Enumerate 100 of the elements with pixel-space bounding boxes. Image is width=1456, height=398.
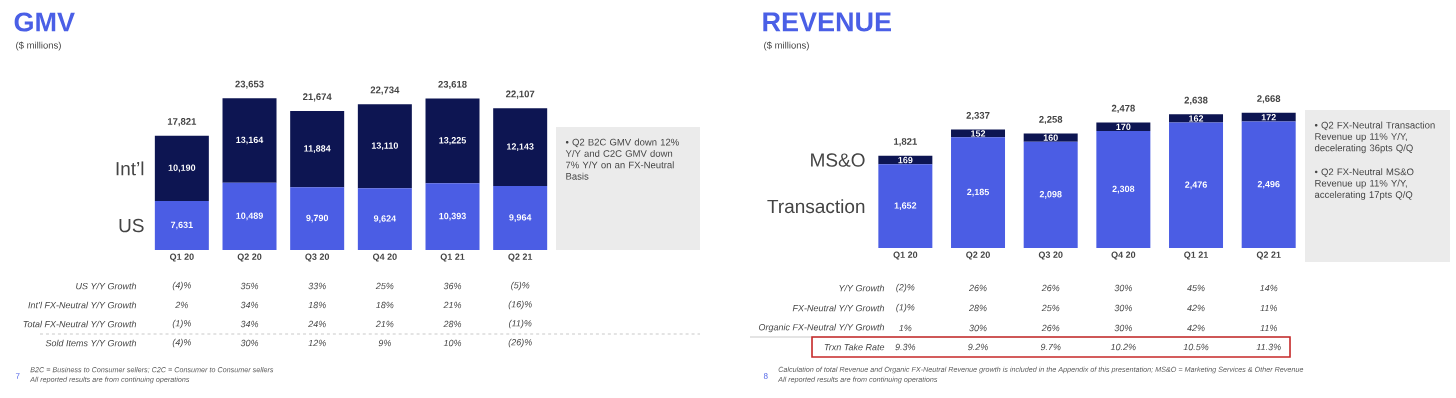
text: (11)% bbox=[508, 319, 532, 329]
text: (4)% bbox=[172, 281, 191, 291]
x-tick-label: Q1 21 bbox=[440, 253, 465, 262]
data-label: 11,884 bbox=[304, 145, 331, 153]
bar bbox=[493, 186, 548, 251]
text: 12% bbox=[308, 339, 326, 347]
text: 33% bbox=[308, 282, 326, 290]
bar bbox=[878, 164, 933, 249]
text: 24% bbox=[308, 320, 326, 328]
data-label: 2,185 bbox=[967, 188, 990, 197]
bar bbox=[154, 135, 209, 202]
data-label: 7,631 bbox=[170, 221, 193, 230]
x-tick-label: Q1 21 bbox=[1184, 251, 1209, 260]
text: 30% bbox=[1114, 284, 1132, 292]
text: 11.3% bbox=[1256, 343, 1281, 351]
text: • Q2 FX-Neutral Transaction Revenue up 11% Y/Y, decelerating 36pts Q/Q bbox=[1314, 121, 1435, 154]
bar bbox=[290, 111, 345, 188]
data-label: 160 bbox=[1043, 134, 1058, 141]
text: 14% bbox=[1259, 284, 1278, 292]
text: (1)% bbox=[172, 319, 191, 329]
text: (1)% bbox=[896, 303, 915, 313]
bar bbox=[1241, 121, 1296, 249]
bar bbox=[222, 98, 277, 183]
series-label: US bbox=[119, 218, 144, 233]
bar bbox=[1096, 122, 1151, 132]
data-label: 10,190 bbox=[168, 164, 196, 173]
data-label: 10,393 bbox=[439, 212, 466, 221]
chart-title: GMV bbox=[14, 12, 75, 32]
x-tick-label: Q2 20 bbox=[966, 251, 990, 260]
text: 10% bbox=[443, 339, 462, 347]
text: 7 bbox=[15, 373, 20, 379]
data-label: 9,790 bbox=[306, 214, 329, 223]
text: 9.3% bbox=[895, 343, 916, 351]
text: 18% bbox=[308, 301, 326, 309]
text: 34% bbox=[240, 320, 259, 328]
text: 11% bbox=[1260, 324, 1277, 332]
total-label: 2,258 bbox=[1039, 115, 1063, 125]
bar bbox=[1023, 141, 1078, 249]
data-label: 2,098 bbox=[1039, 191, 1062, 199]
text: 35% bbox=[240, 282, 259, 290]
text: 1% bbox=[899, 324, 912, 332]
text: 11% bbox=[1260, 304, 1277, 312]
text: 25% bbox=[1041, 304, 1060, 312]
text: 21% bbox=[443, 301, 462, 309]
text: 28% bbox=[968, 304, 987, 312]
text: (26)% bbox=[508, 338, 532, 348]
text: 42% bbox=[1187, 304, 1205, 312]
bar bbox=[1169, 114, 1224, 123]
text: 8 bbox=[763, 373, 768, 379]
text: Total FX-Neutral Y/Y Growth bbox=[23, 320, 137, 328]
text: • Q2 B2C GMV down 12% Y/Y and C2C GMV down 7% Y/Y on an FX-Neutral Basis bbox=[565, 138, 679, 180]
total-label: 23,618 bbox=[438, 80, 467, 90]
total-label: 2,668 bbox=[1257, 95, 1281, 104]
total-label: 1,821 bbox=[894, 138, 917, 147]
bar bbox=[290, 187, 345, 251]
text: 26% bbox=[1041, 284, 1060, 292]
x-tick-label: Q2 20 bbox=[237, 253, 262, 262]
text: 9% bbox=[378, 339, 391, 347]
text: • Q2 FX-Neutral MS&O Revenue up 11% Y/Y, accelerating 17pts Q/Q bbox=[1314, 168, 1414, 200]
text: 30% bbox=[1114, 304, 1132, 312]
y-axis-title: ($ millions) bbox=[764, 41, 809, 51]
text: Trxn Take Rate bbox=[824, 343, 885, 351]
text: 45% bbox=[1187, 284, 1205, 292]
text: Organic FX-Neutral Y/Y Growth bbox=[758, 323, 885, 333]
total-label: 17,821 bbox=[167, 118, 197, 127]
text: 9.2% bbox=[968, 343, 988, 351]
total-label: 2,638 bbox=[1184, 96, 1208, 105]
text: 10.2% bbox=[1110, 343, 1136, 351]
x-tick-label: Q3 20 bbox=[1038, 251, 1063, 260]
bar bbox=[154, 201, 209, 251]
text: (5)% bbox=[511, 281, 530, 291]
data-label: 172 bbox=[1261, 114, 1276, 121]
text: Sold Items Y/Y Growth bbox=[45, 339, 137, 347]
data-label: 1,652 bbox=[894, 202, 917, 210]
text: 30% bbox=[1114, 324, 1132, 332]
text: US Y/Y Growth bbox=[76, 282, 137, 290]
text: 10.5% bbox=[1183, 343, 1209, 351]
x-tick-label: Q1 20 bbox=[169, 253, 194, 262]
data-label: 9,964 bbox=[509, 214, 532, 222]
y-axis-title: ($ millions) bbox=[16, 41, 61, 51]
total-label: 2,337 bbox=[966, 111, 990, 121]
text: 9.7% bbox=[1040, 343, 1061, 351]
series-label: MS&O bbox=[811, 153, 865, 167]
data-label: 13,164 bbox=[236, 136, 264, 145]
series-label: Transaction bbox=[767, 199, 865, 214]
text: 18% bbox=[376, 301, 394, 309]
data-label: 162 bbox=[1189, 115, 1204, 122]
text: 25% bbox=[375, 282, 394, 290]
text: 21% bbox=[375, 320, 394, 328]
data-label: 13,225 bbox=[439, 137, 467, 145]
bar bbox=[425, 98, 480, 184]
x-tick-label: Q4 20 bbox=[1111, 251, 1136, 260]
text: 26% bbox=[968, 284, 987, 292]
text: (4)% bbox=[172, 338, 191, 348]
data-label: 2,496 bbox=[1257, 180, 1280, 189]
total-label: 22,734 bbox=[370, 86, 400, 95]
text: 28% bbox=[443, 320, 462, 328]
bar bbox=[357, 104, 412, 189]
text: 30% bbox=[969, 324, 987, 332]
text: 30% bbox=[240, 339, 259, 347]
